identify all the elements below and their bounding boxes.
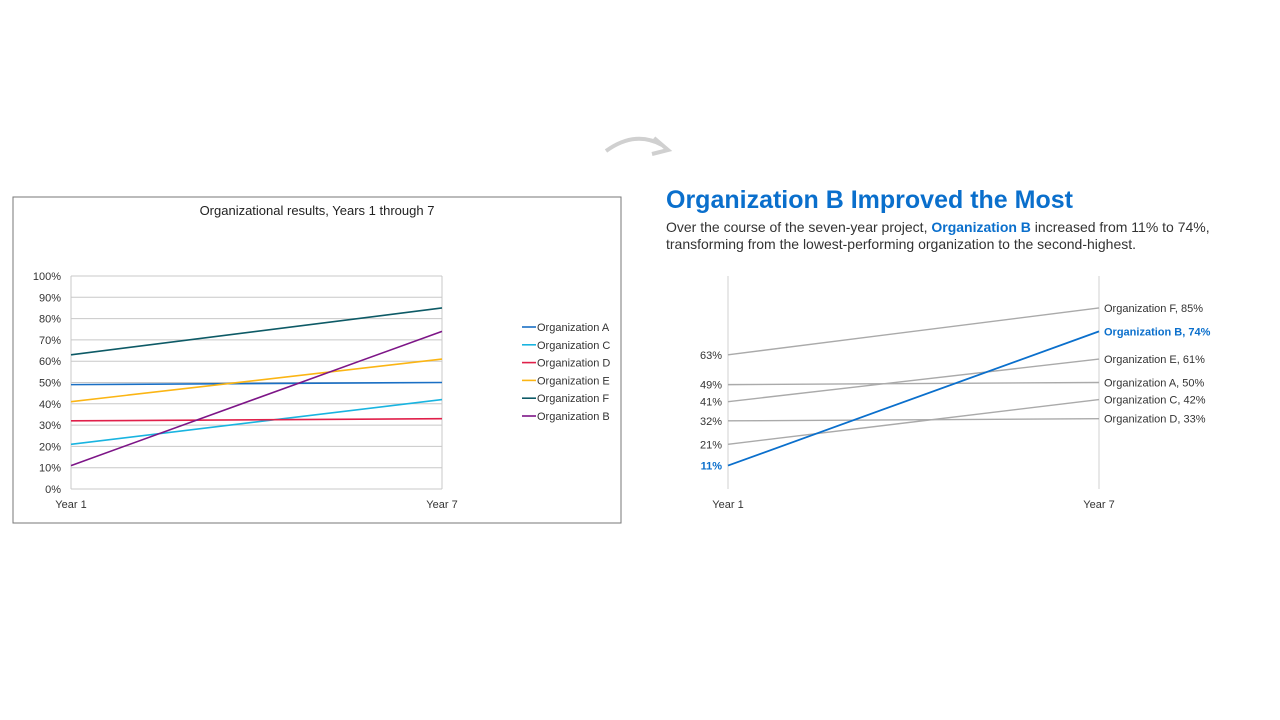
left-chart-frame [12,196,622,524]
start-label: 63% [700,350,722,362]
legend-label: Organization C [537,340,610,352]
subtitle: Over the course of the seven-year projec… [666,219,1226,253]
series-line-organization-c [70,398,443,446]
series-line-organization-f [70,307,443,356]
series-line-organization-d [70,417,443,422]
end-label: Organization D, 33% [1104,414,1206,426]
start-label: 32% [700,416,722,428]
y-tick-label: 50% [39,378,61,390]
headline: Organization B Improved the Most [666,186,1073,214]
series-line-organization-d [727,418,1100,422]
series-line-organization-e [727,358,1100,403]
end-label: Organization A, 50% [1104,378,1205,390]
arrow-head-icon [651,136,673,156]
series-line-organization-b [727,330,1100,467]
start-label: 49% [700,380,722,392]
x-tick-label: Year 1 [55,499,86,511]
y-tick-label: 30% [39,420,61,432]
end-label: Organization F, 85% [1104,303,1203,315]
series-line-organization-e [70,358,443,403]
y-tick-label: 60% [39,356,61,368]
series-line-organization-b [70,330,443,467]
start-label: 41% [700,397,722,409]
y-tick-label: 40% [39,399,61,411]
end-label: Organization B, 74% [1104,326,1211,338]
y-tick-label: 90% [39,292,61,304]
start-label: 11% [701,461,723,473]
chart-title: Organizational results, Years 1 through … [200,203,435,218]
y-tick-label: 10% [39,463,61,475]
y-tick-label: 20% [39,441,61,453]
legend-label: Organization B [537,411,610,423]
legend-label: Organization F [537,393,609,405]
end-label: Organization E, 61% [1104,354,1205,366]
subtitle-text-end: increased from 11% to 74%, transforming … [666,219,1210,252]
subtitle-highlight: Organization B [931,219,1031,235]
y-tick-label: 70% [39,335,61,347]
x-tick-label: Year 7 [426,499,457,511]
legend-label: Organization E [537,375,610,387]
series-line-organization-c [727,398,1100,445]
subtitle-text: Over the course of the seven-year projec… [666,219,932,235]
legend-label: Organization A [537,322,610,334]
legend-label: Organization D [537,358,610,370]
y-tick-label: 0% [45,484,61,496]
x-tick-label: Year 1 [712,499,743,511]
y-tick-label: 100% [33,271,61,283]
series-line-organization-a [70,381,443,386]
series-line-organization-a [727,381,1100,386]
end-label: Organization C, 42% [1104,395,1206,407]
series-line-organization-f [727,307,1100,356]
arrow-icon [604,136,663,153]
x-tick-label: Year 7 [1083,499,1114,511]
y-tick-label: 80% [39,314,61,326]
start-label: 21% [700,439,722,451]
